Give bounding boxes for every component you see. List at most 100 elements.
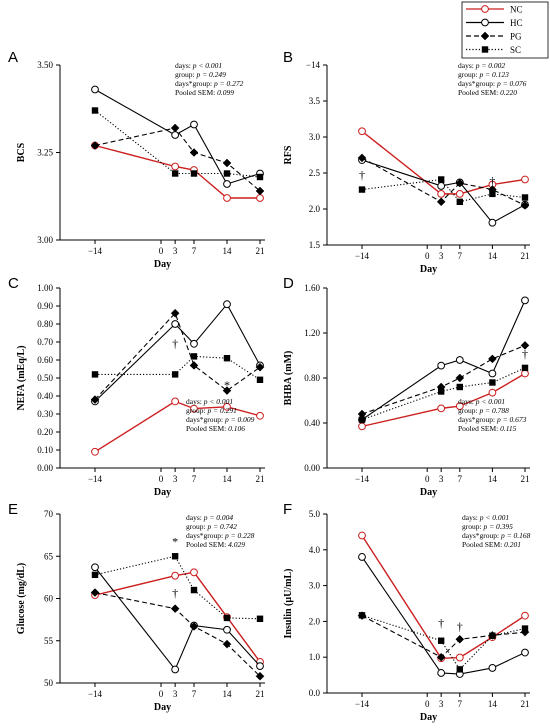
panel-letter: B — [283, 49, 293, 66]
y-axis-label: Insulin (µU/mL) — [283, 569, 294, 639]
legend-label-sc: SC — [510, 45, 521, 55]
stats-value: p = 0.004 — [203, 513, 234, 522]
stats-line: days: p = 0.002 — [458, 61, 505, 70]
stats-label: group: — [186, 406, 207, 415]
y-tick-label: 0.40 — [37, 391, 53, 401]
data-point-nc — [358, 531, 366, 540]
data-point-hc — [223, 180, 231, 188]
series-line-pg — [94, 312, 261, 400]
y-tick-label: 5.0 — [309, 509, 321, 519]
data-point-pg — [455, 178, 465, 188]
y-axis-label: NEFA (mEq/L) — [16, 345, 27, 410]
x-tick-label: −14 — [355, 699, 370, 709]
data-point-sc — [489, 632, 496, 639]
data-point-pg — [90, 141, 100, 150]
stats-line: days: p < 0.001 — [186, 397, 233, 406]
data-point-sc — [456, 666, 463, 673]
x-axis-label: Day — [154, 702, 171, 713]
y-tick-label: 70 — [44, 509, 54, 519]
y-axis-label: Glucose (mg/dL) — [16, 563, 27, 634]
x-tick-label: 3 — [173, 689, 178, 699]
data-point-hc — [437, 361, 446, 370]
stats-value: p < 0.001 — [479, 513, 509, 522]
stats-value: 0.220 — [500, 88, 517, 97]
data-point-nc — [223, 194, 231, 202]
y-tick-label: 0.90 — [37, 301, 53, 311]
data-point-hc — [521, 296, 529, 305]
stats-line: group: p = 0.742 — [186, 522, 237, 531]
stats-value: p = 0.123 — [478, 70, 509, 79]
data-point-pg — [222, 158, 232, 168]
y-tick-label: 0.10 — [37, 445, 53, 455]
data-point-nc — [256, 411, 264, 420]
stats-label: days*group: — [458, 415, 497, 424]
x-axis-label: Day — [154, 259, 171, 270]
stats-value: 4.029 — [228, 540, 245, 549]
significance-mark: † — [457, 619, 463, 633]
data-point-sc — [489, 190, 496, 198]
data-point-nc — [437, 189, 446, 198]
data-point-sc — [437, 176, 445, 183]
y-tick-label: 0.50 — [37, 373, 53, 383]
stats-value: p = 0.291 — [206, 406, 236, 415]
stats-value: p = 0.076 — [496, 79, 527, 88]
y-tick-label: 0.00 — [304, 463, 320, 473]
stats-line: Pooled SEM: 0.106 — [186, 424, 245, 433]
x-tick-label: 3 — [439, 474, 444, 484]
legend-marker-hc — [481, 18, 489, 27]
x-tick-label: −14 — [355, 474, 370, 484]
stats-value: p = 0.272 — [213, 79, 244, 88]
panel-letter: E — [8, 501, 18, 518]
stats-line: days*group: p = 0.272 — [175, 79, 244, 88]
y-tick-label: 0.70 — [37, 337, 53, 347]
legend: NC HC PG SC — [461, 1, 549, 59]
data-point-nc — [521, 369, 529, 378]
data-point-hc — [223, 300, 231, 309]
x-axis-label: Day — [420, 487, 437, 498]
data-point-sc — [358, 612, 366, 619]
stats-label: days*group: — [458, 79, 497, 88]
data-point-sc — [521, 364, 529, 372]
data-point-sc — [223, 170, 231, 177]
x-tick-label: 0 — [425, 474, 430, 484]
x-tick-label: 3 — [173, 246, 178, 256]
stats-value: p = 0.742 — [206, 522, 237, 531]
data-point-hc — [190, 339, 198, 348]
stats-line: days: p = 0.004 — [186, 513, 233, 522]
data-point-sc — [190, 353, 198, 360]
y-tick-label: 3.0 — [309, 132, 321, 142]
series-line-sc — [361, 614, 526, 671]
data-point-nc — [256, 194, 264, 202]
x-tick-label: 0 — [159, 474, 164, 484]
stats-value: 0.201 — [504, 540, 521, 549]
data-point-nc — [358, 422, 366, 431]
data-point-sc — [256, 376, 264, 383]
data-point-pg — [189, 622, 199, 631]
y-tick-label: 1.60 — [304, 283, 320, 293]
data-point-pg — [189, 361, 199, 370]
data-point-sc — [456, 383, 463, 391]
panel-f: F 0.0 1.0 2.0 3.0 4.0 5.0 −14 0 3 7 14 21 Day Insulin … — [283, 501, 531, 723]
data-point-sc — [256, 173, 264, 181]
stats-value: p = 0.249 — [195, 70, 226, 79]
x-tick-label: 21 — [256, 246, 265, 256]
x-tick-label: 0 — [159, 246, 164, 256]
data-point-pg — [436, 197, 446, 207]
stats-value: p = 0.673 — [496, 415, 527, 424]
stats-label: group: — [458, 406, 479, 415]
data-point-sc — [171, 170, 179, 177]
panel-letter: A — [8, 49, 18, 66]
stats-value: p < 0.001 — [203, 397, 233, 406]
data-point-hc — [223, 625, 231, 634]
stats-label: Pooled SEM: — [186, 540, 228, 549]
y-axis-label: RFS — [283, 145, 294, 164]
data-point-nc — [171, 397, 180, 406]
x-tick-label: 7 — [192, 474, 197, 484]
y-tick-label: 3.5 — [309, 96, 321, 106]
stats-value: p < 0.001 — [192, 61, 222, 70]
data-point-nc — [171, 571, 180, 580]
y-tick-label: 0.00 — [37, 463, 53, 473]
data-point-pg — [455, 634, 465, 644]
x-axis-label: Day — [420, 264, 437, 275]
